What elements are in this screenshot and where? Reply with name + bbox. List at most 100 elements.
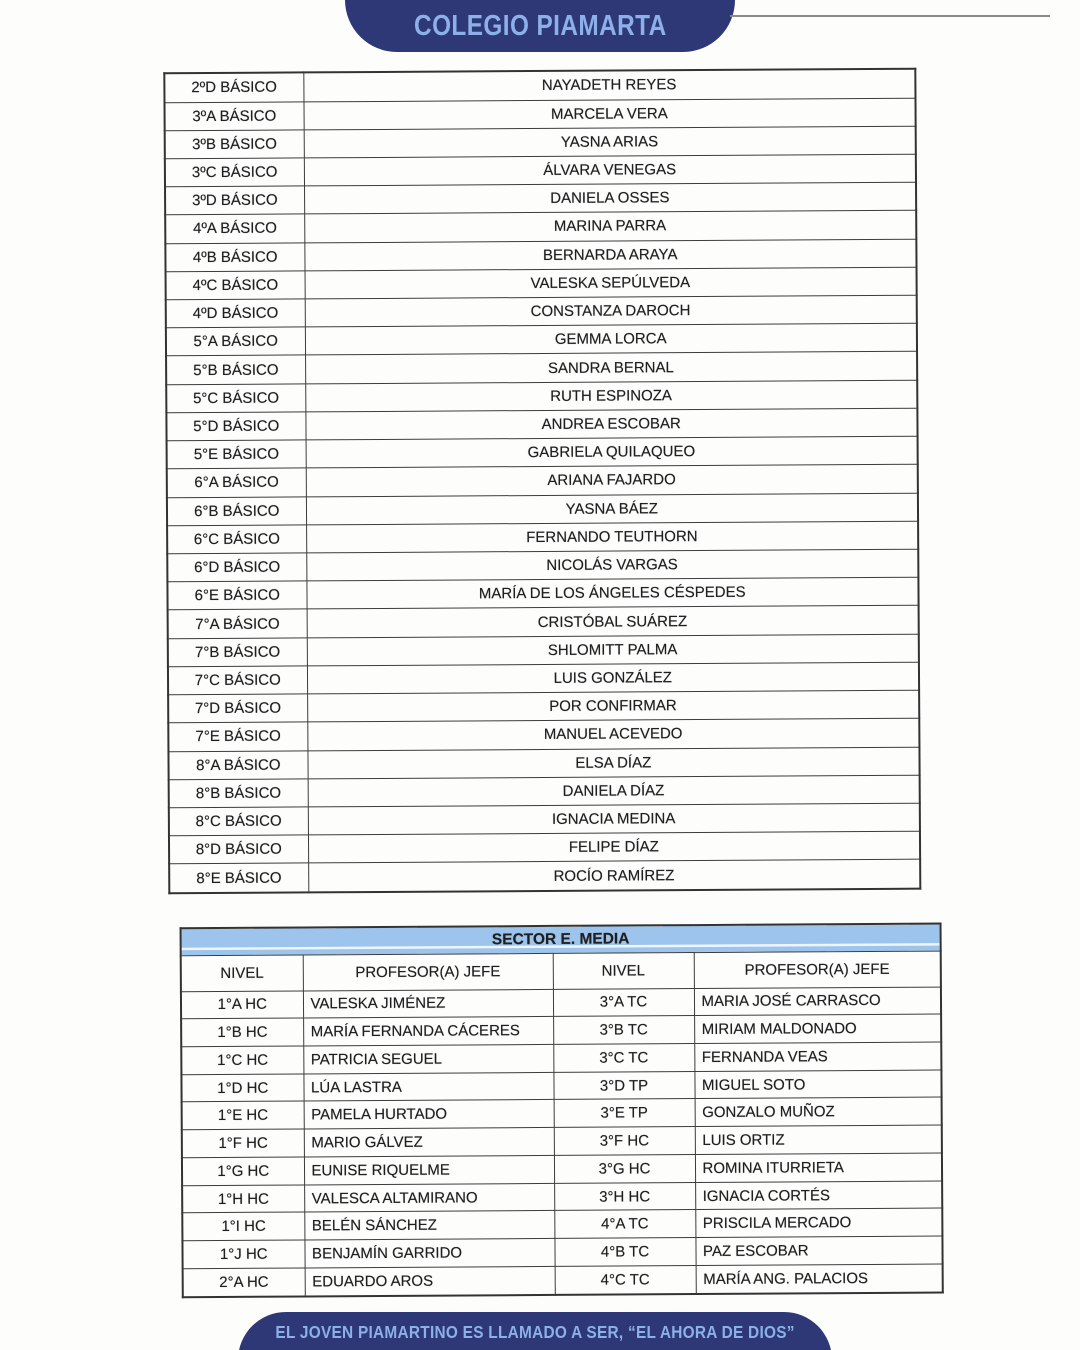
profesor-cell: ÁLVARA VENEGAS: [303, 154, 916, 187]
nivel-cell: 6°D BÁSICO: [167, 552, 307, 582]
table-row: 4ºA BÁSICO MARINA PARRA: [165, 210, 917, 244]
nivel-cell: 4ºC BÁSICO: [165, 270, 305, 300]
nivel-cell: 4°B TC: [554, 1237, 696, 1267]
column-header: NIVEL: [180, 954, 303, 992]
profesor-cell: PAZ ESCOBAR: [695, 1236, 943, 1266]
table-row: 2ºD BÁSICO NAYADETH REYES: [164, 68, 916, 103]
table-row: 5°A BÁSICO GEMMA LORCA: [165, 323, 918, 357]
profesor-cell: CONSTANZA DAROCH: [304, 295, 917, 328]
profesor-cell: POR CONFIRMAR: [307, 690, 920, 723]
profesor-cell: MARÍA FERNANDA CÁCERES: [303, 1016, 554, 1046]
profesor-cell: LUIS GONZÁLEZ: [306, 662, 920, 695]
media-table-header-row: NIVEL PROFESOR(A) JEFE NIVEL PROFESOR(A) JE…: [180, 950, 941, 992]
nivel-cell: 8°A BÁSICO: [168, 750, 308, 780]
profesor-cell: MARINA PARRA: [304, 210, 917, 243]
nivel-cell: 3°A TC: [552, 988, 695, 1017]
nivel-cell: 4°C TC: [554, 1265, 696, 1295]
profesor-cell: ROMINA ITURRIETA: [694, 1152, 943, 1183]
column-header: PROFESOR(A) JEFE: [693, 950, 941, 989]
table-row: 3ºC BÁSICO ÁLVARA VENEGAS: [164, 154, 916, 187]
nivel-cell: 8°D BÁSICO: [168, 835, 309, 865]
nivel-cell: 3ºD BÁSICO: [165, 186, 305, 216]
table-row: 7°A BÁSICO CRISTÓBAL SUÁREZ: [167, 605, 919, 639]
table-row: 6°D BÁSICO NICOLÁS VARGAS: [167, 549, 919, 582]
profesor-cell: FERNANDO TEUTHORN: [306, 520, 919, 553]
column-header: PROFESOR(A) JEFE: [302, 952, 553, 991]
nivel-cell: 1°F HC: [181, 1129, 304, 1158]
profesor-cell: LÚA LASTRA: [303, 1072, 554, 1102]
table-row: 5°C BÁSICO RUTH ESPINOZA: [166, 379, 918, 413]
nivel-cell: 3°D TP: [553, 1071, 695, 1100]
nivel-cell: 5°E BÁSICO: [166, 440, 306, 470]
profesor-cell: IGNACIA MEDINA: [307, 803, 920, 836]
nivel-cell: 1°I HC: [182, 1212, 305, 1241]
profesor-cell: CRISTÓBAL SUÁREZ: [306, 605, 919, 638]
nivel-cell: 2ºD BÁSICO: [164, 72, 304, 103]
profesor-cell: DANIELA DÍAZ: [307, 774, 920, 807]
table-row: 5°E BÁSICO GABRIELA QUILAQUEO: [166, 436, 918, 470]
nivel-cell: 4°A TC: [554, 1209, 696, 1239]
profesor-cell: SHLOMITT PALMA: [306, 633, 919, 666]
nivel-cell: 7°A BÁSICO: [167, 609, 307, 639]
profesor-cell: PATRICIA SEGUEL: [303, 1044, 554, 1074]
profesor-cell: BENJAMÍN GARRIDO: [304, 1238, 555, 1268]
nivel-cell: 3°C TC: [553, 1043, 695, 1073]
table-row: 6°C BÁSICO FERNANDO TEUTHORN: [167, 520, 919, 554]
table-row: 5°B BÁSICO SANDRA BERNAL: [166, 351, 918, 385]
nivel-cell: 4ºB BÁSICO: [165, 242, 305, 272]
nivel-cell: 1°A HC: [180, 990, 304, 1019]
nivel-cell: 8°E BÁSICO: [169, 863, 309, 894]
nivel-cell: 7°B BÁSICO: [167, 637, 307, 667]
profesor-cell: PAMELA HURTADO: [303, 1099, 554, 1130]
profesor-cell: NAYADETH REYES: [303, 68, 916, 102]
table-row: 4ºD BÁSICO CONSTANZA DAROCH: [165, 295, 917, 329]
profesor-cell: VALESKA JIMÉNEZ: [302, 988, 554, 1019]
nivel-cell: 6°A BÁSICO: [166, 468, 306, 498]
profesor-cell: ANDREA ESCOBAR: [305, 408, 918, 441]
nivel-cell: 1°J HC: [182, 1240, 305, 1269]
decorative-line: [730, 15, 1050, 17]
nivel-cell: 3°B TC: [553, 1015, 695, 1045]
nivel-cell: 3ºA BÁSICO: [164, 101, 304, 131]
profesor-cell: IGNACIA CORTÉS: [695, 1180, 943, 1210]
profesor-cell: EUNISE RIQUELME: [303, 1155, 555, 1185]
nivel-cell: 7°E BÁSICO: [168, 722, 308, 752]
nivel-cell: 5°A BÁSICO: [165, 327, 306, 357]
profesor-cell: ARIANA FAJARDO: [305, 464, 918, 497]
nivel-cell: 6°E BÁSICO: [167, 581, 307, 611]
nivel-cell: 5°C BÁSICO: [166, 383, 306, 413]
motto-banner: EL JOVEN PIAMARTINO ES LLAMADO A SER, “E…: [238, 1312, 832, 1350]
nivel-cell: 4ºA BÁSICO: [165, 214, 305, 244]
table-row: 8°A BÁSICO ELSA DÍAZ: [168, 746, 920, 780]
profesor-cell: RUTH ESPINOZA: [305, 379, 918, 412]
table-row: 8°C BÁSICO IGNACIA MEDINA: [168, 803, 920, 836]
table-row: 3ºA BÁSICO MARCELA VERA: [164, 97, 916, 131]
nivel-cell: 6°B BÁSICO: [166, 496, 307, 526]
profesor-cell: MARIA JOSÉ CARRASCO: [693, 986, 942, 1016]
nivel-cell: 1°D HC: [181, 1073, 304, 1103]
table-row: 8°D BÁSICO FELIPE DÍAZ: [168, 831, 921, 865]
table-row: 7°B BÁSICO SHLOMITT PALMA: [167, 633, 919, 667]
table-row: 7°E BÁSICO MANUEL ACEVEDO: [168, 718, 920, 752]
media-teachers-table: SECTOR E. MEDIA NIVEL PROFESOR(A) JEFE NIV…: [179, 922, 944, 1299]
nivel-cell: 3°E TP: [553, 1099, 695, 1128]
nivel-cell: 5°B BÁSICO: [166, 355, 306, 385]
nivel-cell: 8°B BÁSICO: [168, 778, 308, 808]
profesor-cell: MIGUEL SOTO: [694, 1069, 942, 1100]
nivel-cell: 1°C HC: [181, 1045, 304, 1075]
table-row: 8°B BÁSICO DANIELA DÍAZ: [168, 774, 920, 808]
profesor-cell: YASNA BÁEZ: [305, 492, 919, 525]
basica-teachers-table: 2ºD BÁSICO NAYADETH REYES 3ºA BÁSICO MARCEL…: [163, 67, 922, 895]
profesor-cell: SANDRA BERNAL: [305, 351, 918, 384]
table-row: 4ºB BÁSICO BERNARDA ARAYA: [165, 238, 917, 272]
nivel-cell: 3ºB BÁSICO: [164, 129, 304, 159]
profesor-cell: YASNA ARIAS: [303, 125, 916, 158]
profesor-cell: GABRIELA QUILAQUEO: [305, 436, 918, 469]
nivel-cell: 1°G HC: [181, 1156, 305, 1186]
profesor-cell: ROCÍO RAMÍREZ: [308, 859, 921, 893]
table-row: 6°E BÁSICO MARÍA DE LOS ÁNGELES CÉSPEDES: [167, 577, 919, 611]
nivel-cell: 1°E HC: [181, 1101, 304, 1130]
profesor-cell: GONZALO MUÑOZ: [694, 1097, 942, 1127]
